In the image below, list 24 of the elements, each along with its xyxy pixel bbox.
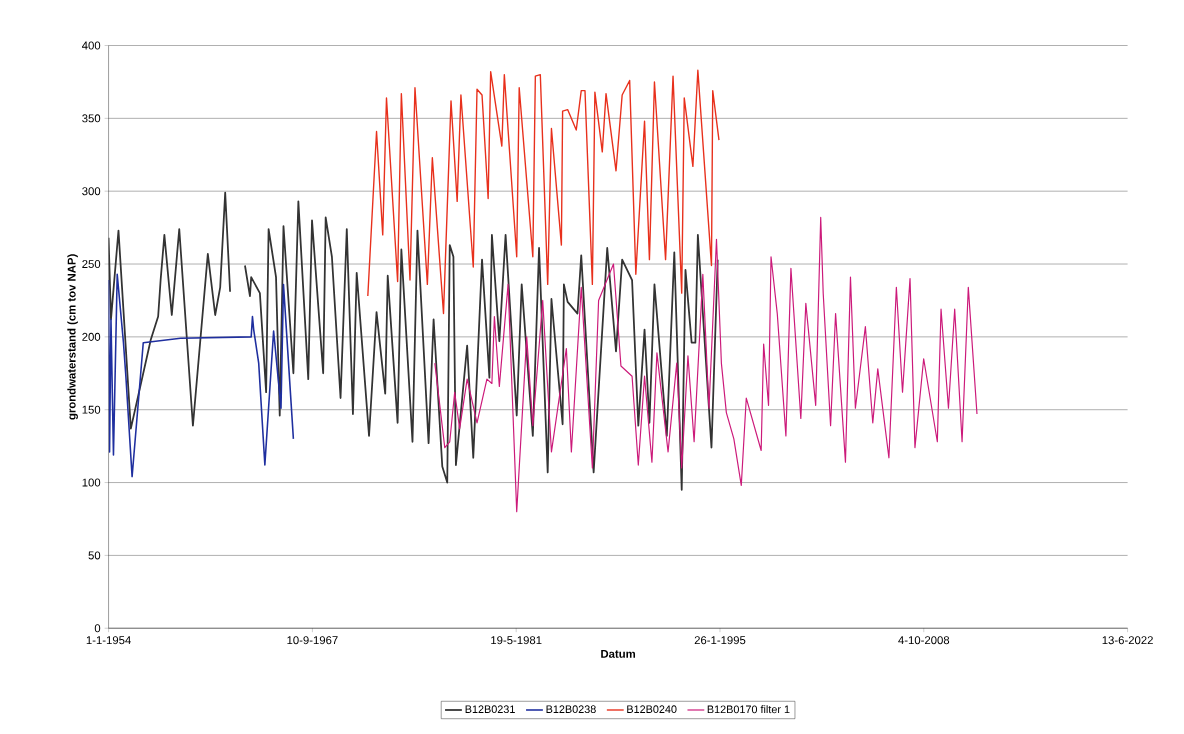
y-tick-label: 50 [88, 551, 101, 560]
x-tick-label: 19-5-1981 [491, 636, 542, 645]
x-tick-label: 1-1-1954 [86, 636, 131, 645]
y-tick-label: 150 [82, 405, 101, 414]
y-tick-label: 100 [82, 478, 101, 487]
line-series [434, 216, 978, 513]
x-tick-label: 26-1-1995 [694, 636, 746, 645]
line-series [367, 69, 720, 315]
y-axis-title: grondwaterstand (cm tov NAP) [67, 254, 78, 420]
x-tick-label: 4-10-2008 [898, 636, 950, 645]
x-tick-label: 13-6-2022 [1102, 636, 1153, 645]
legend-label: B12B0231 [465, 705, 515, 713]
line-series [108, 273, 295, 478]
y-tick-label: 250 [82, 259, 101, 268]
legend-label: B12B0240 [627, 705, 677, 713]
y-tick-label: 400 [81, 41, 101, 50]
legend-label: B12B0170 filter 1 [707, 705, 790, 714]
legend-label: B12B0238 [546, 705, 596, 713]
x-axis-title: Datum [601, 649, 636, 658]
y-tick-label: 200 [82, 332, 101, 341]
y-tick-label: 0 [94, 624, 101, 633]
y-tick-label: 350 [82, 114, 101, 123]
y-tick-label: 300 [82, 187, 101, 196]
x-tick-label: 10-9-1967 [287, 636, 338, 645]
